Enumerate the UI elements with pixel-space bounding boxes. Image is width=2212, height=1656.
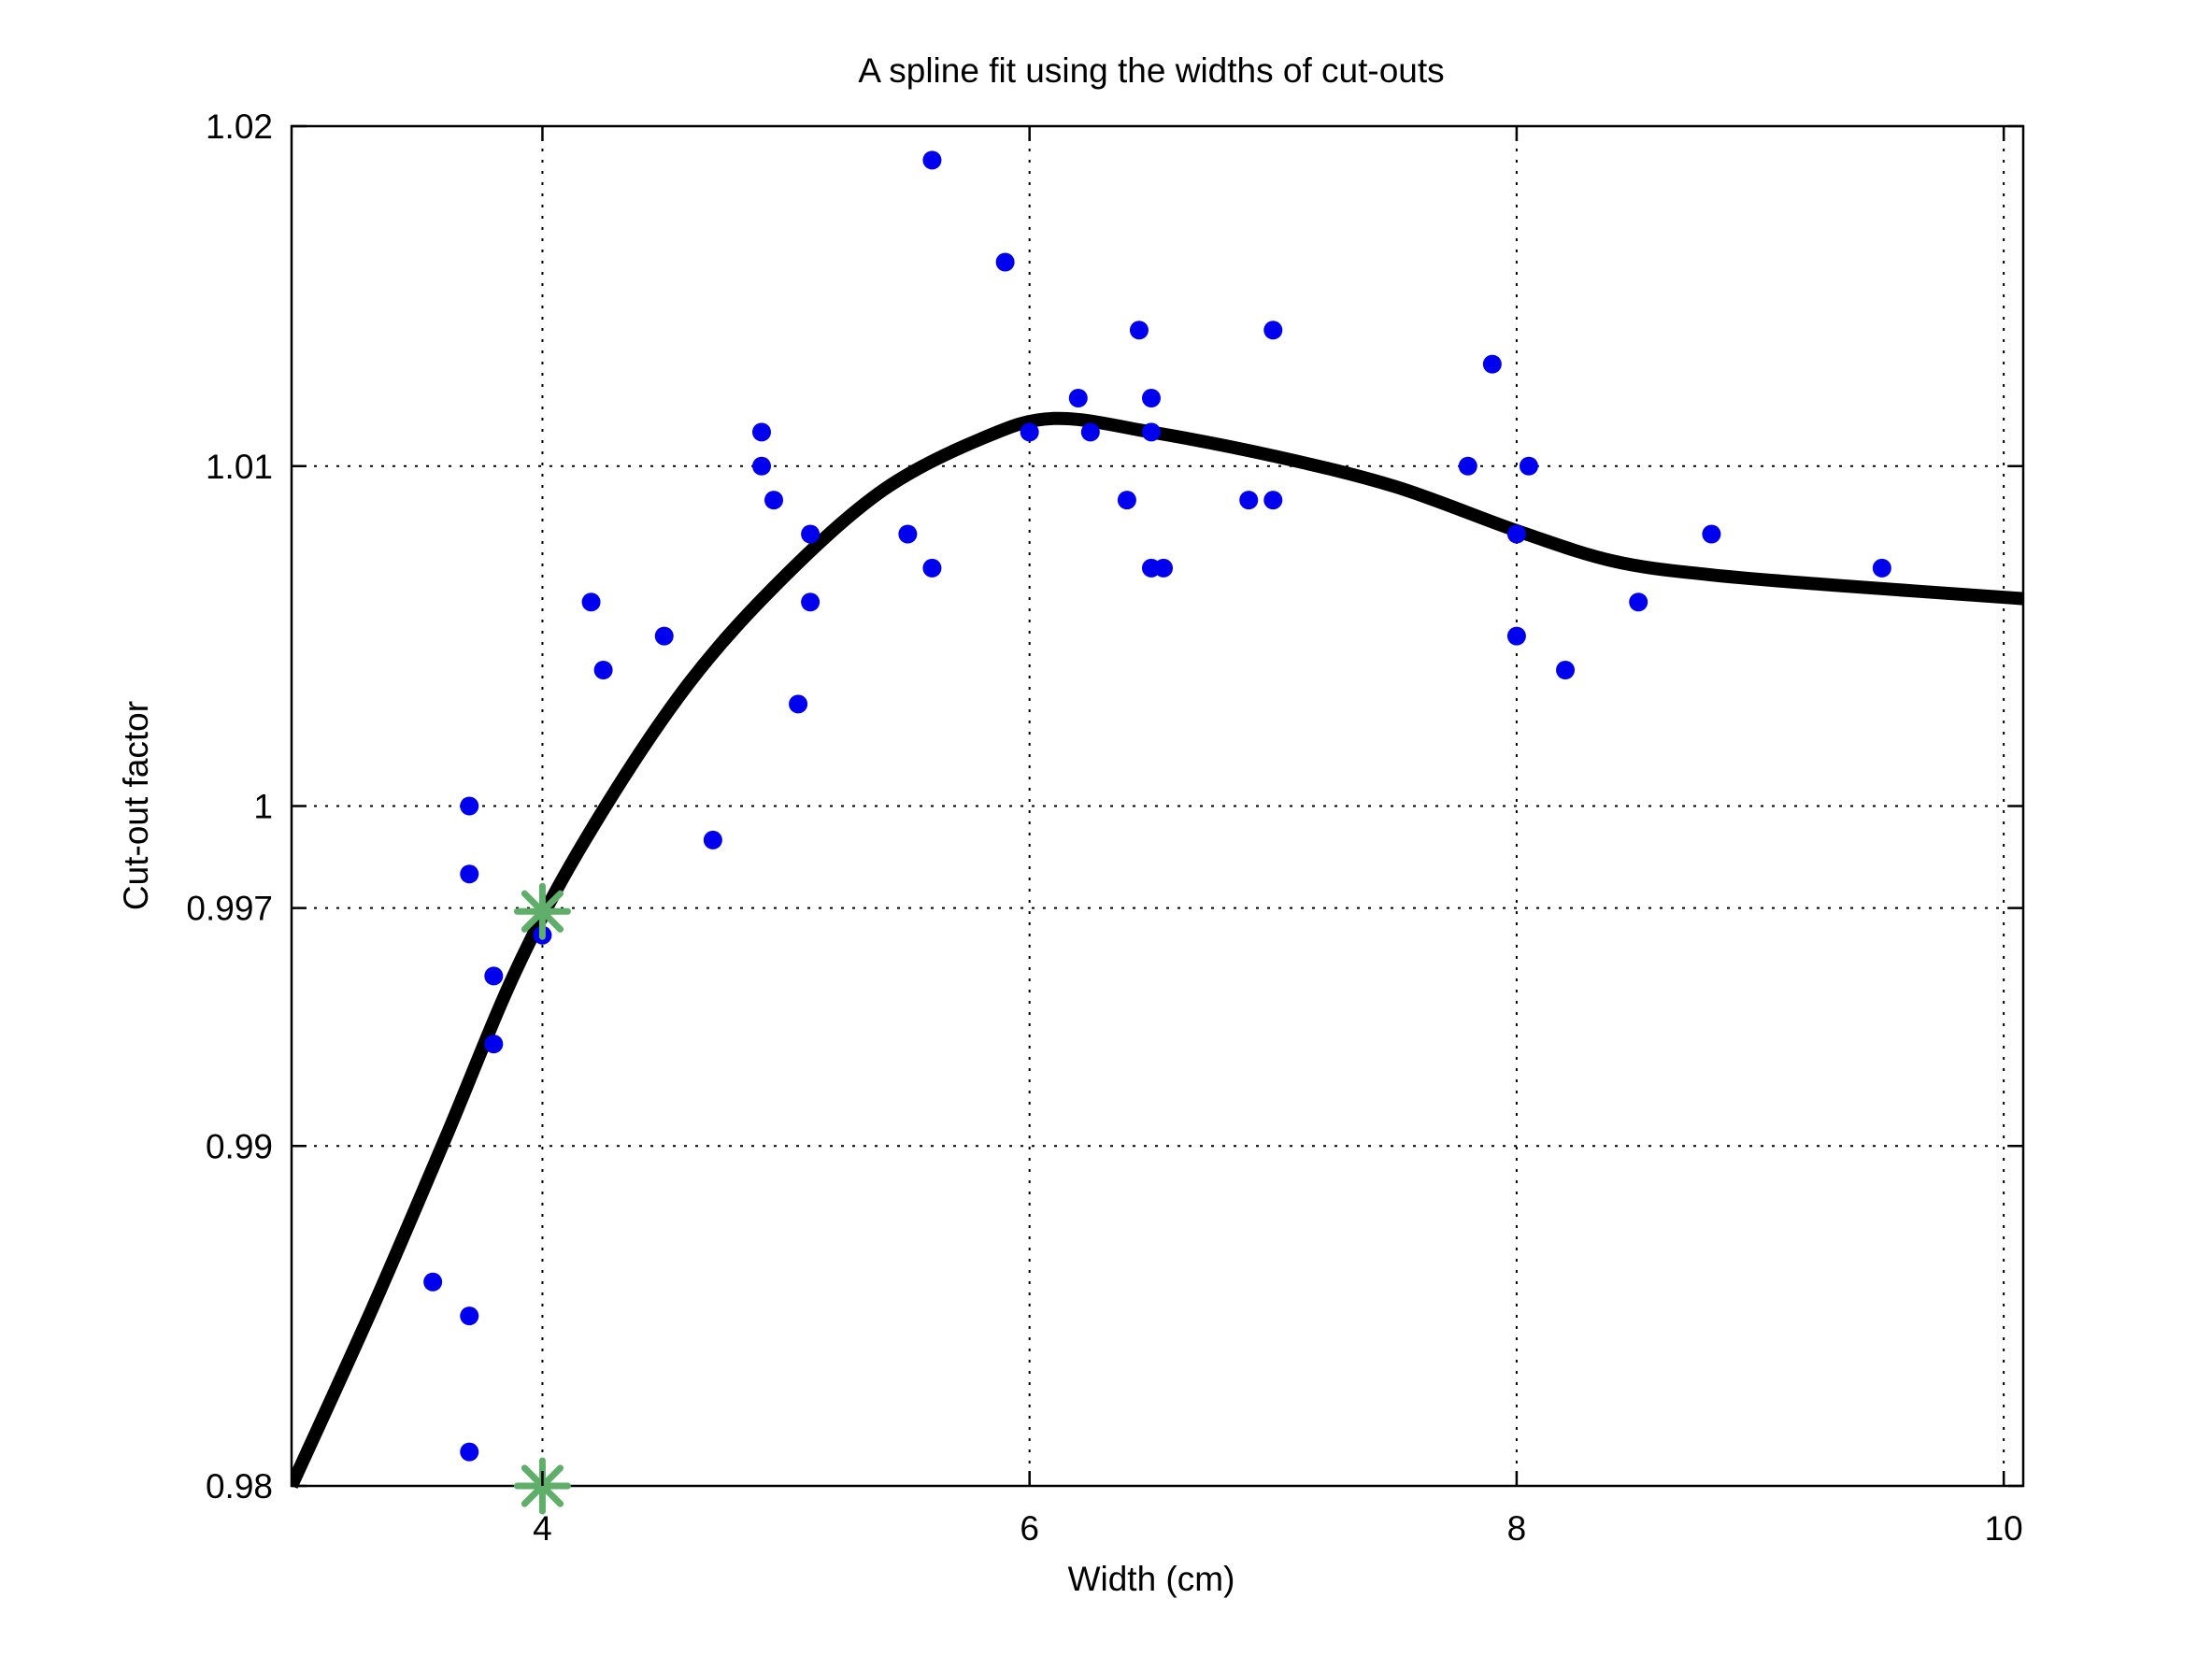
data-point	[1506, 626, 1526, 646]
data-point	[581, 592, 601, 612]
data-point	[423, 1272, 443, 1292]
data-point	[1020, 422, 1039, 442]
data-point	[1872, 558, 1891, 578]
y-tick-label: 0.997	[186, 890, 273, 928]
y-tick-label: 0.98	[206, 1467, 273, 1506]
data-point	[484, 1035, 504, 1054]
data-point	[1263, 321, 1283, 340]
asterisk-stroke	[521, 890, 564, 933]
data-point	[1129, 321, 1149, 340]
data-point	[751, 456, 771, 476]
data-point	[922, 150, 942, 170]
data-point	[922, 558, 942, 578]
data-point	[789, 694, 808, 714]
x-tick-label: 8	[1507, 1509, 1527, 1548]
data-point	[1117, 491, 1136, 510]
data-point	[1068, 389, 1088, 407]
y-tick-label: 0.99	[206, 1127, 273, 1165]
data-point	[764, 491, 784, 510]
data-point	[703, 830, 722, 849]
data-point	[751, 422, 771, 442]
spline-fit	[292, 411, 2023, 1489]
data-point	[1263, 491, 1283, 510]
grid-lines	[292, 126, 2023, 1486]
data-point	[801, 592, 821, 612]
asterisk-marker	[513, 882, 571, 940]
x-axis-label: Width (cm)	[1068, 1560, 1235, 1598]
x-tick-label: 10	[1985, 1509, 2023, 1548]
y-axis-label: Cut-out factor	[117, 701, 155, 910]
data-point	[484, 966, 504, 986]
data-point	[1154, 558, 1174, 578]
x-tick-label: 6	[1020, 1509, 1039, 1548]
data-point	[1702, 524, 1721, 544]
data-point	[460, 1306, 479, 1326]
data-point	[1080, 422, 1100, 442]
x-tick-label: 4	[533, 1509, 552, 1548]
data-points	[423, 150, 1891, 1462]
data-point	[460, 796, 479, 816]
data-point	[995, 252, 1015, 272]
data-point	[460, 1442, 479, 1462]
spline-curve	[292, 411, 2023, 1489]
data-point	[1141, 422, 1161, 442]
y-tick-label: 1.01	[206, 448, 273, 486]
data-point	[801, 524, 821, 544]
data-point	[898, 524, 918, 544]
data-point	[1141, 389, 1161, 407]
y-tick-label: 1	[253, 788, 273, 826]
data-point	[1482, 354, 1502, 374]
axis-ticks: 4 6 8 10 0.98 0.99 0.997 1 1.01 1.02	[186, 107, 2023, 1548]
chart-title: A spline fit using the widths of cut-out…	[858, 51, 1444, 90]
data-point	[654, 626, 674, 646]
data-point	[460, 864, 479, 884]
data-point	[1458, 456, 1477, 476]
y-tick-label: 1.02	[206, 107, 273, 146]
data-point	[1629, 592, 1648, 612]
data-point	[1519, 456, 1538, 476]
data-point	[593, 661, 613, 679]
data-point	[1506, 524, 1526, 544]
data-point	[1556, 661, 1576, 679]
data-point	[1239, 491, 1259, 510]
